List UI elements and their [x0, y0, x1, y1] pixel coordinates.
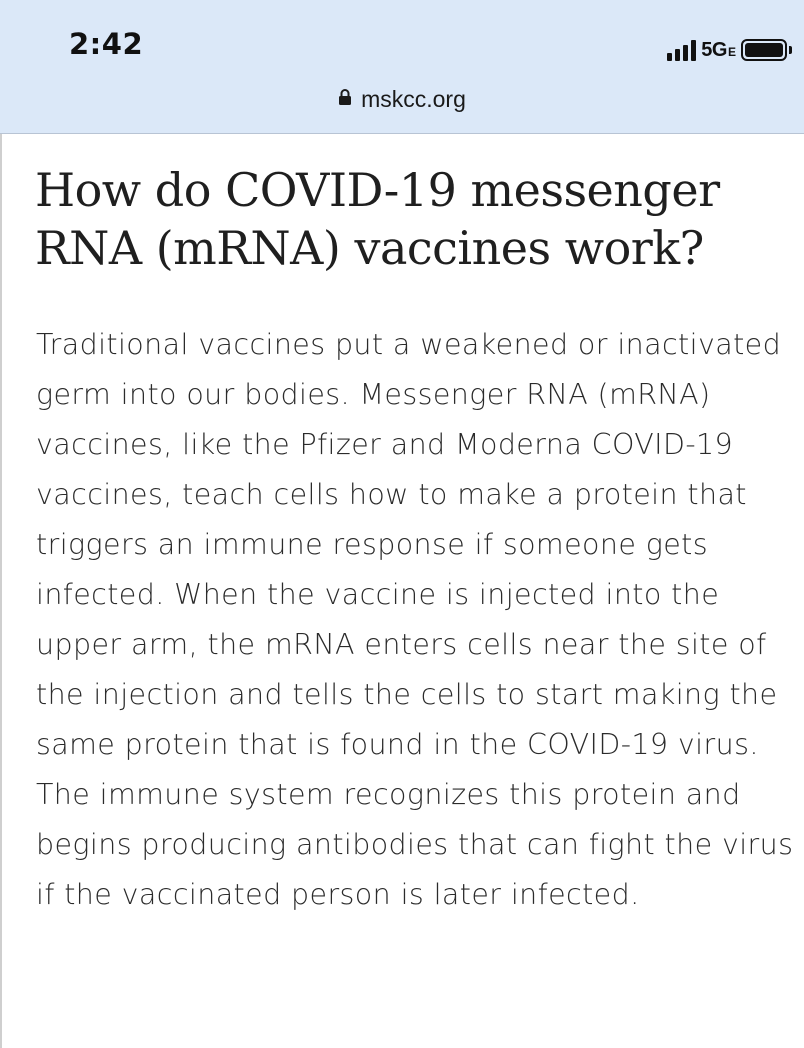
article-body: Traditional vaccines put a weakened or i…: [36, 328, 794, 911]
browser-top-bar: 2:42 5G E mskcc.org: [0, 0, 804, 134]
network-subtype: E: [727, 45, 736, 59]
battery-icon: [741, 39, 792, 61]
status-time: 2:42: [69, 27, 144, 61]
url-text[interactable]: mskcc.org: [361, 86, 466, 112]
article-content: How do COVID-19 messenger RNA (mRNA) vac…: [0, 134, 804, 1048]
article-headline: How do COVID-19 messenger RNA (mRNA) vac…: [35, 163, 720, 275]
lock-icon: [338, 88, 352, 111]
signal-icon: [667, 39, 697, 61]
network-type: 5G: [701, 38, 727, 61]
status-indicators: 5G E: [667, 36, 792, 64]
address-bar[interactable]: mskcc.org: [0, 86, 804, 113]
